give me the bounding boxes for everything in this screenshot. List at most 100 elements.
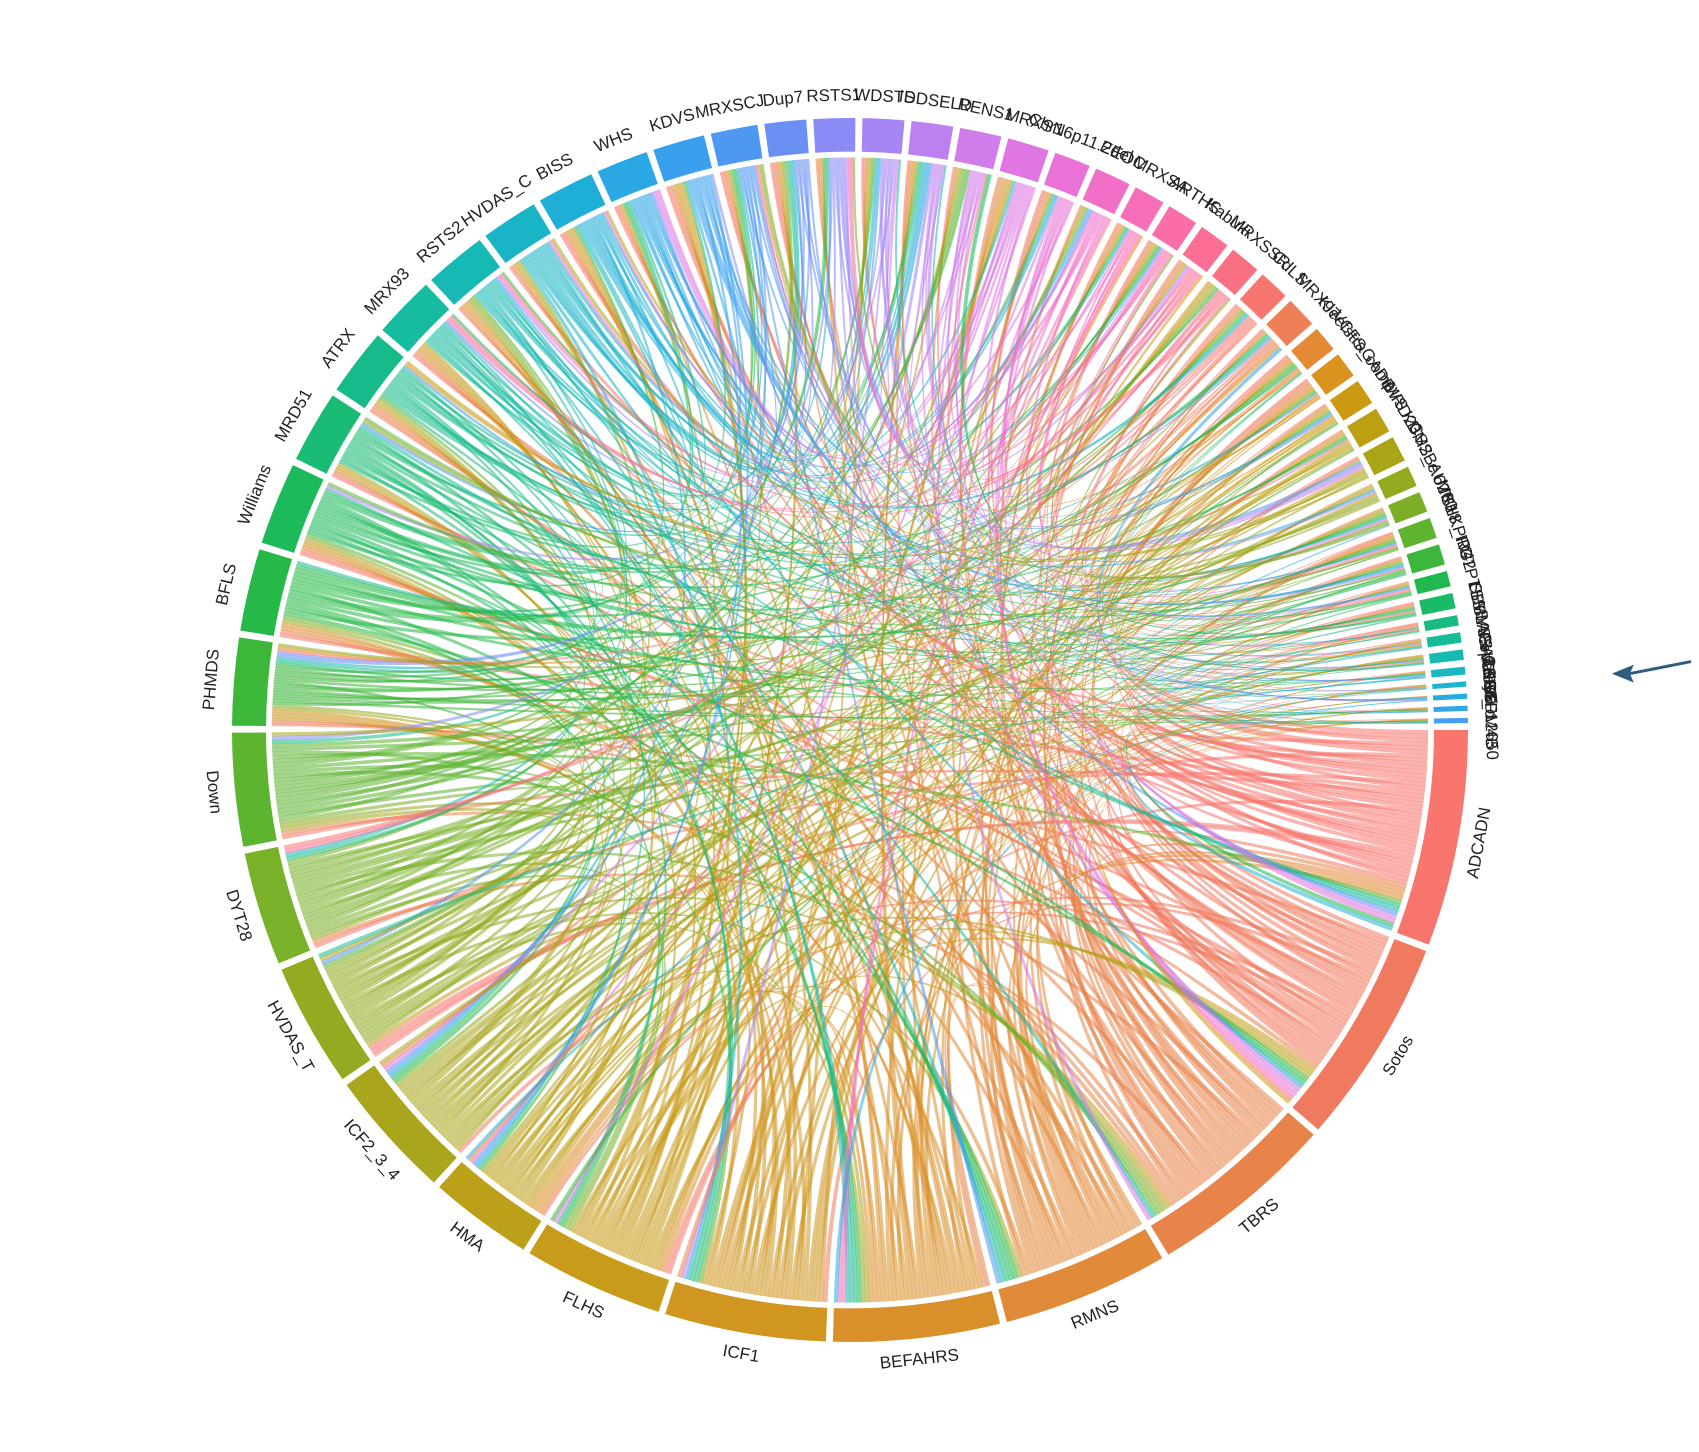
chord-ribbon [320, 496, 862, 1303]
chord-ribbon [907, 164, 1019, 452]
segment-arc-gtpts [1413, 571, 1451, 595]
chord-ribbon [896, 160, 1049, 1270]
chord-ribbon [416, 348, 1078, 1259]
chord-ribbon [681, 158, 892, 1279]
chord-ribbon [272, 752, 1403, 905]
chord-ribbon [991, 216, 1166, 483]
chord-ribbon [713, 386, 1314, 1288]
chord-ribbon [1096, 348, 1429, 724]
segment-arc-bfls [240, 549, 293, 636]
chord-ribbon [347, 443, 667, 1226]
chord-ribbon [551, 237, 1368, 563]
chord-ribbons [271, 157, 1429, 1303]
segment-arc-down [232, 732, 277, 847]
chord-ribbon [277, 315, 1251, 664]
chord-ribbon [381, 340, 1276, 1069]
chord-ribbon [629, 162, 930, 457]
segment-arc-mrd51 [296, 395, 362, 474]
chord-ribbon [1072, 718, 1429, 1176]
chord-ribbon [605, 209, 1370, 561]
chord-ribbon [655, 1007, 878, 1303]
segment-arc-rmns [998, 1229, 1163, 1322]
chord-ribbon [652, 485, 1374, 1270]
segment-arc-wdsts [861, 118, 905, 154]
chord-ribbon [530, 157, 831, 470]
chord-ribbon [475, 291, 1427, 692]
chord-ribbon [663, 896, 1375, 1274]
chord-ribbon [424, 641, 1422, 1122]
segment-label-biss: BISS [533, 149, 576, 184]
segment-arc-mrxscj [710, 124, 763, 167]
chord-ribbon [884, 158, 1364, 550]
chord-ribbon [357, 427, 1011, 1282]
chord-ribbon [481, 287, 1006, 1283]
chord-ribbon [488, 509, 1385, 1179]
chord-ribbon [955, 224, 1123, 1277]
chord-ribbon [734, 558, 1403, 1292]
segment-arc-mrxsn [999, 138, 1049, 183]
chord-ribbon [352, 435, 732, 1282]
chord-ribbon [275, 526, 572, 681]
chord-ribbon [295, 851, 1164, 1214]
chord-ribbon [359, 336, 624, 560]
segment-arc-flhs [529, 1224, 670, 1312]
chord-ribbon [332, 470, 1340, 1039]
chord-ribbon [414, 656, 1424, 1111]
chord-ribbon [273, 680, 626, 1172]
chord-ribbon [332, 896, 1168, 1212]
chord-ribbon [272, 606, 1415, 772]
chord-ribbon [271, 470, 1367, 737]
chord-ribbon [488, 224, 695, 493]
chord-ribbon [961, 174, 1417, 635]
chord-ribbon [1103, 421, 1378, 598]
chord-ribbon [272, 169, 969, 768]
chord-ribbon [441, 323, 850, 1303]
segment-label-bfls: BFLS [212, 561, 240, 607]
segment-arc-williams [261, 465, 324, 553]
chord-ribbon [1138, 676, 1428, 717]
chord-ribbon [474, 177, 743, 1168]
chord-ribbon [1137, 677, 1427, 708]
chord-ribbon [446, 251, 1170, 510]
chord-ribbon [434, 160, 800, 496]
chord-ribbon [1040, 240, 1373, 979]
chord-ribbon [325, 158, 896, 561]
chord-ribbon [912, 536, 1395, 1299]
chord-ribbon [516, 203, 716, 1200]
chord-ribbon [387, 216, 686, 1078]
chord-ribbon [841, 211, 1099, 1303]
chord-ribbon [457, 307, 1413, 866]
chord-ribbon [919, 385, 1314, 1297]
chord-ribbon [1082, 319, 1398, 604]
chord-ribbon [1098, 354, 1428, 751]
chord-ribbon [362, 419, 1380, 599]
segment-label-srsf1: SRSF1 [1479, 667, 1501, 723]
chord-ribbon [351, 922, 866, 1303]
segment-arc-charge [1430, 666, 1466, 678]
chord-ribbon [1044, 383, 1311, 1196]
chord-ribbon [393, 375, 1404, 618]
segment-arc-rens1 [954, 127, 1002, 170]
chord-ribbon [1012, 626, 1419, 1257]
segment-arc-css4-c-2650 [1433, 705, 1468, 712]
chord-ribbon [814, 483, 1373, 1302]
chord-ribbon [276, 159, 805, 666]
segment-arc-vcfs-comp [1311, 354, 1354, 395]
chord-ribbon [283, 611, 1309, 1082]
chord-ribbon [287, 169, 754, 623]
chord-ribbon [533, 157, 878, 470]
segment-label-hma: HMA [447, 1218, 489, 1256]
segment-arc-srsf1 [1432, 693, 1468, 701]
segment-arc-icf2-3-4 [346, 1065, 457, 1183]
chord-ribbon [1106, 443, 1378, 602]
chord-ribbon [598, 158, 880, 460]
chord-ribbon [521, 927, 1314, 1204]
chord-ribbon [1000, 223, 1195, 1193]
segment-arc-whs [597, 152, 658, 203]
segment-arc-mrxssr [1211, 249, 1258, 296]
chord-ribbon [648, 937, 1317, 1269]
segment-arc-eeoc [1082, 168, 1130, 215]
chord-ribbon [643, 160, 807, 455]
chord-ribbon [335, 464, 677, 1241]
chord-ribbon [937, 170, 1152, 1221]
